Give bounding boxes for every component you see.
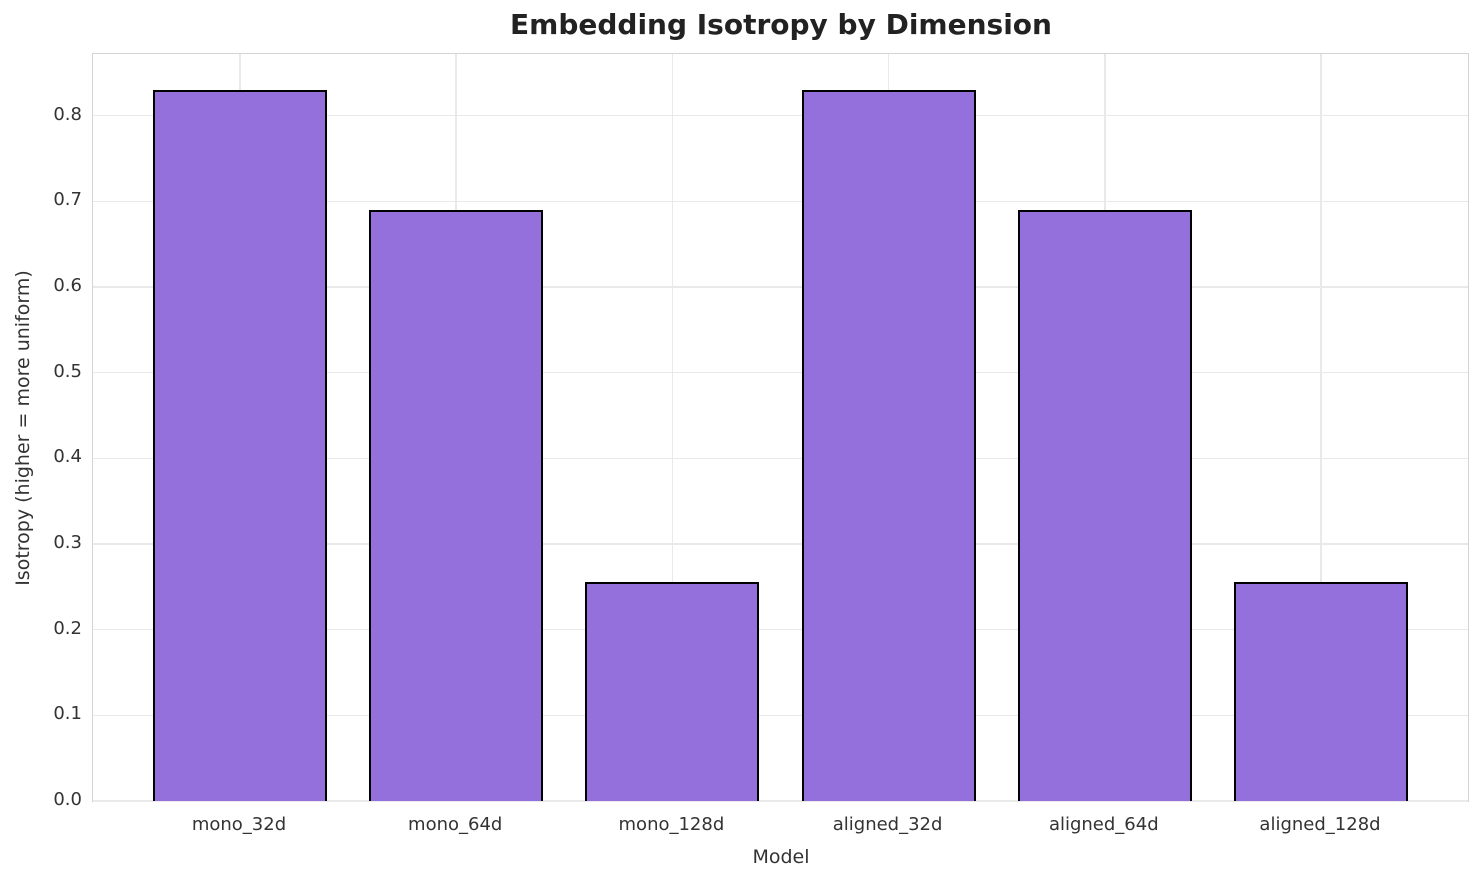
gridline-horizontal — [93, 543, 1468, 545]
x-axis-label: Model — [752, 846, 810, 868]
gridline-horizontal — [93, 714, 1468, 717]
chart-title: Embedding Isotropy by Dimension — [510, 8, 1052, 41]
bar-mono_128d — [585, 581, 760, 801]
bar-aligned_128d — [1234, 581, 1408, 801]
plot-area — [92, 53, 1469, 802]
y-tick-label: 0.3 — [53, 532, 82, 553]
gridline-vertical — [671, 54, 674, 801]
x-tick-label-mono_128d: mono_128d — [618, 814, 725, 835]
gridline-horizontal — [93, 114, 1468, 117]
x-tick-label-mono_32d: mono_32d — [191, 814, 287, 835]
y-tick-label: 0.8 — [53, 103, 82, 125]
bar-mono_64d — [369, 209, 544, 801]
gridline-horizontal — [93, 371, 1468, 374]
gridline-horizontal — [93, 628, 1468, 631]
gridline-vertical — [1320, 54, 1322, 801]
y-tick-label: 0.5 — [53, 360, 82, 382]
bar-aligned_32d — [801, 89, 976, 801]
bar-mono_32d — [153, 89, 327, 801]
gridline-horizontal — [93, 200, 1468, 203]
y-tick-label: 0.2 — [53, 617, 82, 639]
y-tick-label: 0.0 — [53, 789, 82, 810]
gridline-horizontal — [93, 286, 1468, 288]
x-tick-label-aligned_64d: aligned_64d — [1048, 814, 1159, 835]
x-tick-label-aligned_32d: aligned_32d — [832, 814, 943, 835]
gridline-horizontal — [93, 457, 1468, 460]
y-tick-label: 0.6 — [53, 275, 82, 296]
x-tick-label-aligned_128d: aligned_128d — [1259, 814, 1381, 835]
y-tick-label: 0.7 — [53, 189, 82, 211]
bar-aligned_64d — [1017, 209, 1192, 801]
x-tick-label-mono_64d: mono_64d — [408, 814, 503, 835]
gridline-horizontal — [93, 800, 1468, 802]
y-tick-label: 0.4 — [53, 446, 82, 468]
y-tick-label: 0.1 — [53, 703, 82, 725]
